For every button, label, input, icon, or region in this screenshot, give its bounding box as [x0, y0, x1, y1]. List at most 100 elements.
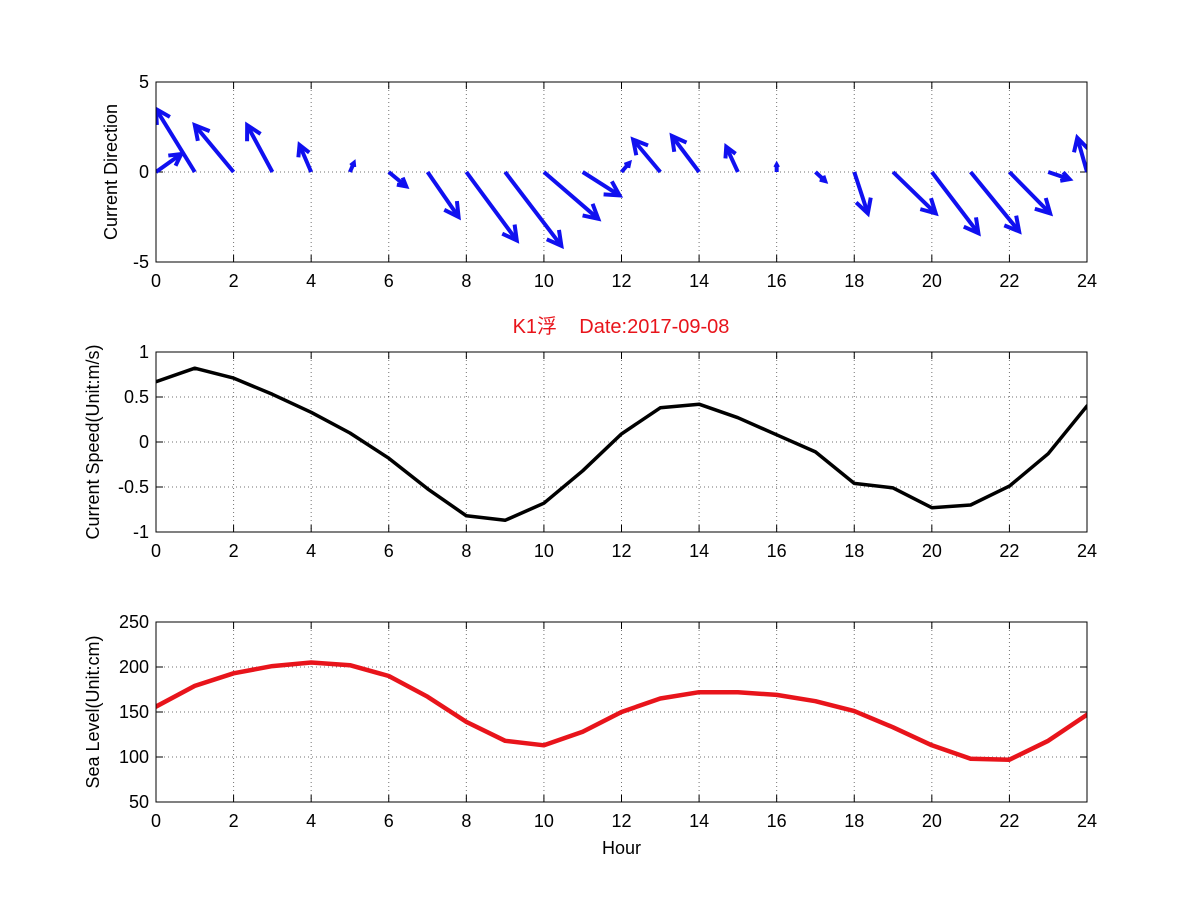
level-ytick-label: 150	[119, 702, 149, 722]
direction-arrow-shaft	[581, 170, 621, 198]
direction-arrow	[852, 171, 873, 218]
speed-xtick-label: 20	[922, 541, 942, 561]
direction-axes-frame	[155, 81, 1088, 263]
direction-arrow-head	[623, 159, 632, 169]
level-ytick-label: 250	[119, 612, 149, 632]
direction-xtick-label: 8	[461, 271, 471, 291]
level-xtick-label: 20	[922, 811, 942, 831]
direction-xtick-label: 18	[844, 271, 864, 291]
speed-xtick-label: 24	[1077, 541, 1097, 561]
level-xtick-label: 6	[384, 811, 394, 831]
level-xtick-label: 12	[611, 811, 631, 831]
speed-xtick-label: 8	[461, 541, 471, 561]
direction-arrow-head	[349, 159, 357, 168]
direction-arrow	[156, 106, 197, 174]
direction-ytick-label: -5	[133, 252, 149, 272]
current-speed-panel: 0 2 4 6 8 10 12 14 16 18 20 22 24-1-0.500.51Current …	[83, 342, 1097, 561]
direction-arrow	[1007, 170, 1054, 217]
level-axes-frame	[155, 621, 1088, 803]
direction-arrow	[542, 170, 602, 222]
direction-arrow-shaft	[156, 107, 197, 174]
direction-series	[156, 106, 1087, 250]
speed-ylabel: Current Speed(Unit:m/s)	[83, 344, 103, 539]
direction-xtick-label: 24	[1077, 271, 1097, 291]
speed-series	[156, 366, 1087, 523]
speed-ytick-label: 1	[139, 342, 149, 362]
speed-series-line	[156, 366, 1087, 523]
direction-arrow-head	[630, 136, 649, 156]
level-series	[156, 660, 1087, 762]
direction-arrow-shaft	[245, 124, 275, 173]
direction-arrow-head	[723, 143, 737, 159]
direction-arrow	[773, 160, 780, 172]
direction-arrow-head	[296, 141, 311, 158]
direction-ylabel: Current Direction	[101, 104, 121, 240]
level-ytick-label: 100	[119, 747, 149, 767]
direction-arrow-head	[1003, 215, 1022, 235]
direction-arrow-head	[545, 229, 564, 250]
direction-arrow-shaft	[1075, 137, 1087, 173]
direction-arrow	[630, 136, 662, 174]
direction-ytick-label: 0	[139, 162, 149, 182]
level-xtick-label: 18	[844, 811, 864, 831]
speed-xtick-label: 16	[767, 541, 787, 561]
speed-xtick-label: 4	[306, 541, 316, 561]
speed-ytick-label: 0	[139, 432, 149, 452]
direction-arrow	[814, 170, 829, 184]
direction-arrow	[930, 170, 981, 237]
direction-arrow	[581, 170, 624, 198]
direction-xtick-label: 20	[922, 271, 942, 291]
direction-arrow	[503, 170, 564, 250]
direction-arrow	[192, 121, 236, 174]
direction-arrow	[156, 151, 185, 174]
level-xtick-label: 2	[229, 811, 239, 831]
direction-xtick-label: 6	[384, 271, 394, 291]
level-xtick-label: 8	[461, 811, 471, 831]
speed-xtick-label: 14	[689, 541, 709, 561]
level-ylabel: Sea Level(Unit:cm)	[83, 635, 103, 788]
level-xtick-label: 4	[306, 811, 316, 831]
direction-arrow	[619, 159, 632, 174]
direction-arrow-head	[192, 121, 211, 142]
direction-arrow-shaft	[852, 171, 870, 215]
level-xtick-label: 24	[1077, 811, 1097, 831]
speed-xtick-label: 22	[999, 541, 1019, 561]
direction-arrow-shaft	[297, 144, 314, 173]
direction-arrow-shaft	[891, 170, 938, 215]
direction-arrow-head	[854, 197, 873, 218]
speed-xtick-label: 6	[384, 541, 394, 561]
direction-arrow	[348, 159, 357, 173]
level-ytick-label: 200	[119, 657, 149, 677]
direction-arrow-shaft	[1007, 170, 1052, 215]
direction-ytick-label: 5	[139, 72, 149, 92]
direction-xtick-label: 14	[689, 271, 709, 291]
direction-arrow-head	[156, 106, 171, 126]
speed-xtick-label: 2	[229, 541, 239, 561]
direction-arrow-head	[1072, 133, 1087, 153]
direction-xtick-label: 10	[534, 271, 554, 291]
speed-ytick-label: -1	[133, 522, 149, 542]
speed-xtick-label: 10	[534, 541, 554, 561]
direction-arrow	[891, 170, 939, 217]
speed-axes-frame	[155, 351, 1088, 533]
direction-arrow-shaft	[503, 170, 563, 248]
direction-arrow-head	[245, 121, 262, 142]
direction-arrow	[723, 143, 740, 173]
level-series-line	[156, 660, 1087, 762]
level-xtick-label: 22	[999, 811, 1019, 831]
direction-xtick-label: 22	[999, 271, 1019, 291]
direction-xtick-label: 0	[151, 271, 161, 291]
level-xtick-label: 14	[689, 811, 709, 831]
direction-arrow-head	[819, 175, 829, 184]
direction-arrow-shaft	[724, 145, 740, 173]
level-xtick-label: 0	[151, 811, 161, 831]
direction-arrow-shaft	[631, 138, 662, 174]
direction-arrow-head	[582, 203, 602, 222]
direction-arrow-shaft	[670, 134, 701, 174]
direction-arrow-shaft	[193, 123, 236, 174]
direction-arrow-head	[773, 160, 780, 169]
direction-arrow-head	[501, 224, 520, 244]
